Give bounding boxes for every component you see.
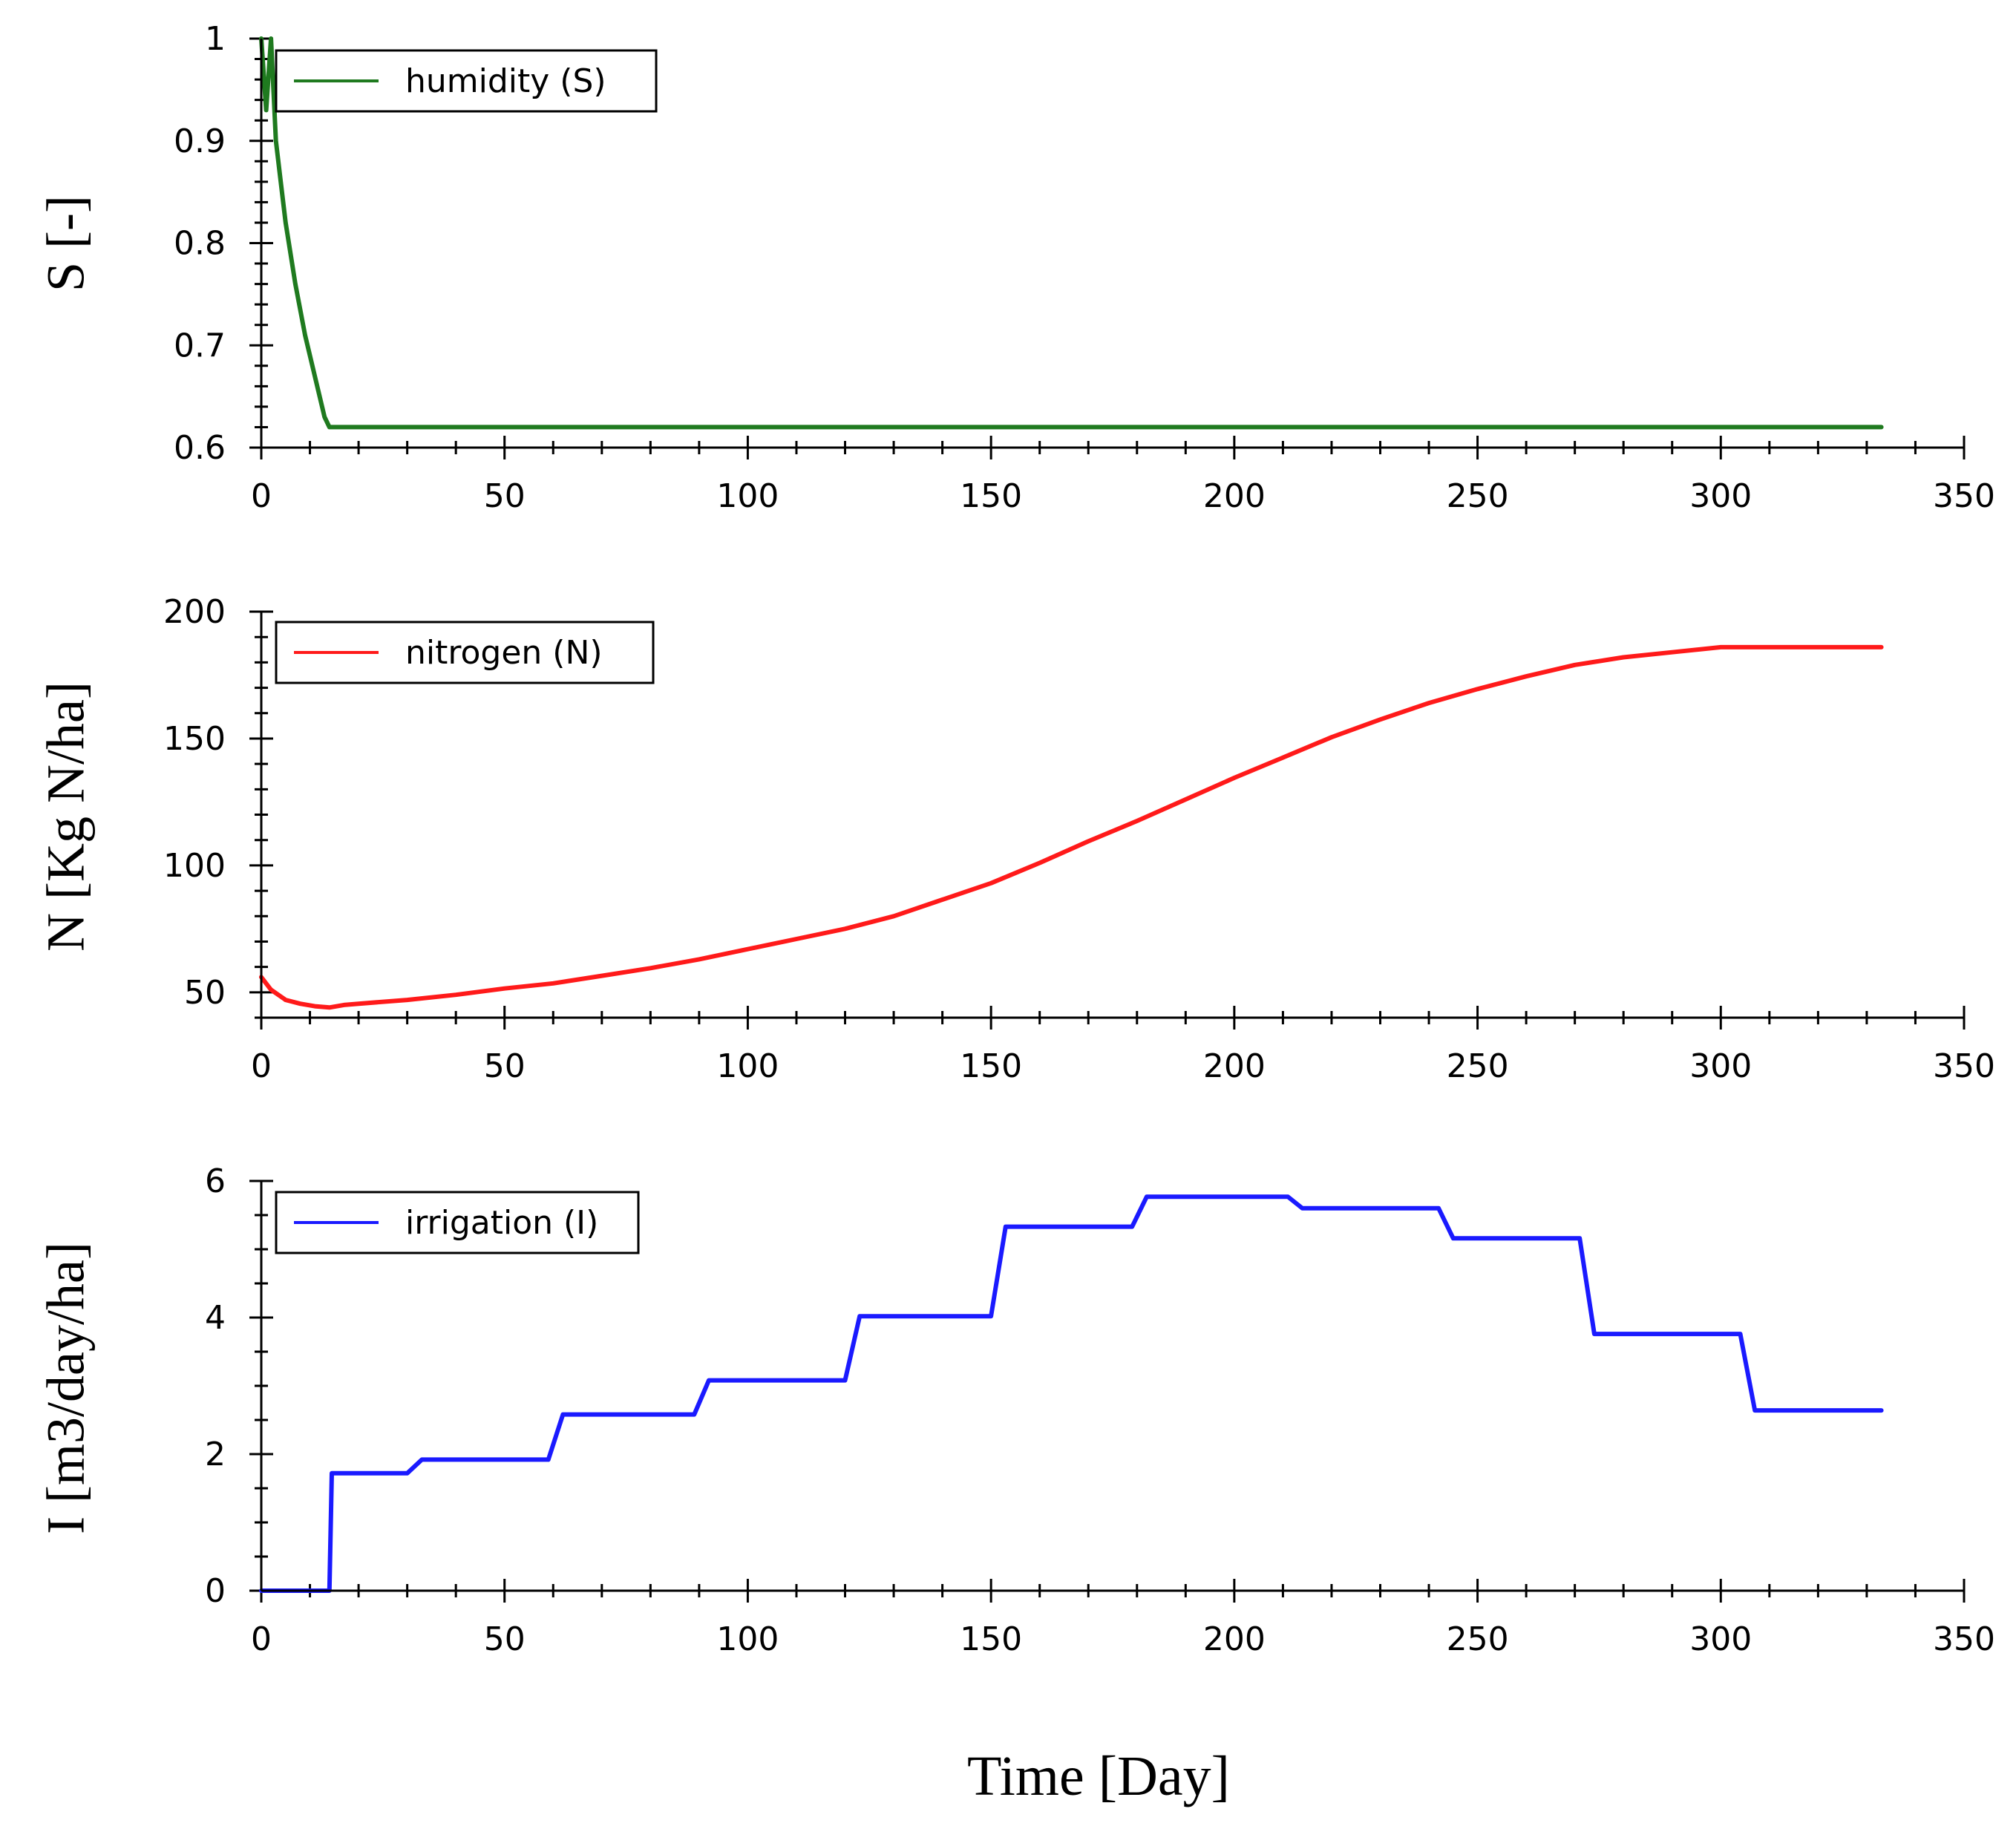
nitrogen-y-axis-label: N [Kg N/ha] <box>36 681 96 952</box>
irrigation-ytick-labels: 0 2 4 6 <box>205 1162 226 1610</box>
y-tick-label: 0 <box>205 1572 226 1610</box>
x-tick-label: 150 <box>960 1620 1022 1658</box>
y-tick-label: 1 <box>205 20 226 58</box>
y-tick-label: 6 <box>205 1162 226 1200</box>
x-tick-label: 150 <box>960 477 1022 515</box>
humidity-panel: 0 50 100 150 200 250 300 350 0.6 0.7 0.8 0.9 1 humi… <box>36 20 1995 515</box>
x-tick-label: 0 <box>251 1620 272 1658</box>
humidity-legend-label: humidity (S) <box>405 62 606 100</box>
nitrogen-xtick-labels: 0 50 100 150 200 250 300 350 <box>251 1047 1995 1085</box>
humidity-ytick-labels: 0.6 0.7 0.8 0.9 1 <box>174 20 226 467</box>
x-tick-label: 200 <box>1203 477 1266 515</box>
y-tick-label: 0.8 <box>174 225 226 263</box>
irrigation-xtick-labels: 0 50 100 150 200 250 300 350 <box>251 1620 1995 1658</box>
x-tick-label: 200 <box>1203 1620 1266 1658</box>
x-tick-label: 250 <box>1447 1620 1509 1658</box>
humidity-xtick-labels: 0 50 100 150 200 250 300 350 <box>251 477 1995 515</box>
y-tick-label: 0.7 <box>174 327 226 364</box>
nitrogen-legend-label: nitrogen (N) <box>405 634 603 672</box>
y-tick-label: 50 <box>184 974 226 1012</box>
x-tick-label: 100 <box>716 1620 779 1658</box>
nitrogen-ytick-labels: 50 100 150 200 <box>163 593 226 1012</box>
y-tick-label: 2 <box>205 1436 226 1473</box>
x-tick-label: 350 <box>1933 477 1995 515</box>
series-line <box>259 1194 1884 1593</box>
nitrogen-panel: 0 50 100 150 200 250 300 350 50 100 150 200 nitrog… <box>36 593 1995 1085</box>
x-tick-label: 250 <box>1447 1047 1509 1085</box>
humidity-series <box>259 36 1884 430</box>
nitrogen-axes <box>260 612 1964 1019</box>
nitrogen-legend: nitrogen (N) <box>275 621 655 684</box>
x-axis-label: Time [Day] <box>967 1745 1230 1807</box>
x-tick-label: 0 <box>251 477 272 515</box>
nitrogen-legend-box <box>275 621 655 684</box>
x-tick-label: 50 <box>484 477 526 515</box>
x-tick-label: 250 <box>1447 477 1509 515</box>
irrigation-legend-box <box>275 1191 640 1254</box>
irrigation-axes <box>260 1181 1964 1592</box>
y-tick-label: 0.6 <box>174 429 226 467</box>
humidity-axes <box>260 39 1964 449</box>
irrigation-panel: 0 50 100 150 200 250 300 350 0 2 4 6 irrigation (I… <box>36 1162 1995 1658</box>
x-tick-label: 100 <box>716 477 779 515</box>
nitrogen-series <box>259 644 1884 1010</box>
x-tick-label: 50 <box>484 1047 526 1085</box>
x-tick-label: 50 <box>484 1620 526 1658</box>
x-tick-label: 350 <box>1933 1047 1995 1085</box>
x-tick-label: 0 <box>251 1047 272 1085</box>
x-tick-label: 300 <box>1689 477 1752 515</box>
x-tick-label: 150 <box>960 1047 1022 1085</box>
x-tick-label: 350 <box>1933 1620 1995 1658</box>
irrigation-y-axis-label: I [m3/day/ha] <box>36 1242 96 1534</box>
y-tick-label: 100 <box>163 847 226 885</box>
y-tick-label: 200 <box>163 593 226 631</box>
x-tick-label: 300 <box>1689 1047 1752 1085</box>
x-tick-label: 300 <box>1689 1620 1752 1658</box>
x-tick-label: 200 <box>1203 1047 1266 1085</box>
series-line <box>259 36 1884 430</box>
humidity-y-axis-label: S [-] <box>36 195 96 292</box>
irrigation-legend: irrigation (I) <box>275 1191 640 1254</box>
y-tick-label: 150 <box>163 720 226 758</box>
series-line <box>259 644 1884 1010</box>
irrigation-series <box>259 1194 1884 1593</box>
y-tick-label: 0.9 <box>174 122 226 160</box>
x-tick-label: 100 <box>716 1047 779 1085</box>
irrigation-legend-label: irrigation (I) <box>405 1204 598 1242</box>
y-tick-label: 4 <box>205 1299 226 1337</box>
humidity-legend: humidity (S) <box>275 49 658 113</box>
